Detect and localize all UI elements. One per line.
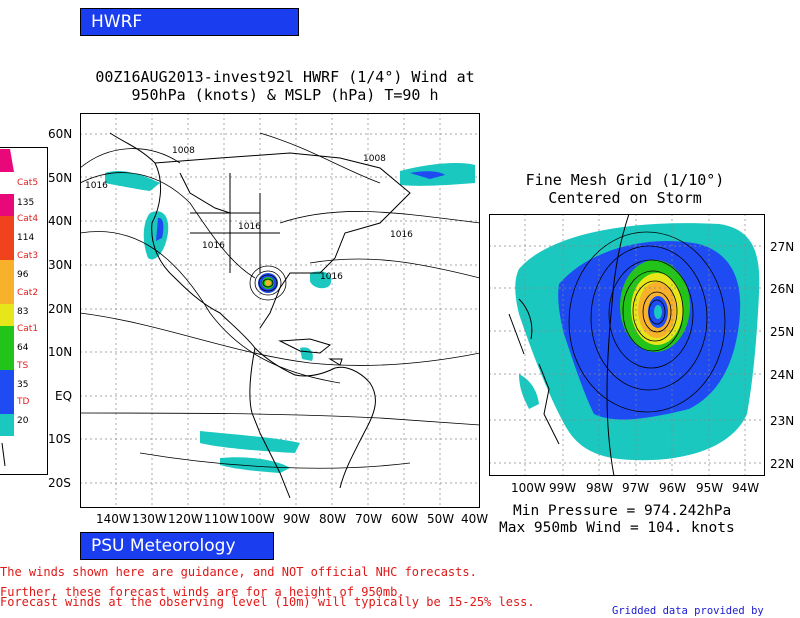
legend-cat1-threshold: 64 bbox=[17, 343, 29, 353]
map-title-line2: 950hPa (knots) & MSLP (hPa) T=90 h bbox=[131, 86, 439, 104]
isobar-labels: 1008 1008 1016 1016 1016 1016 1016 bbox=[85, 146, 413, 282]
inset-coastline bbox=[508, 214, 630, 476]
lat-label: 30N bbox=[48, 258, 73, 272]
lon-label: 70W bbox=[355, 512, 383, 526]
inset-lat-label: 26N bbox=[770, 282, 795, 296]
lon-label: 50W bbox=[427, 512, 455, 526]
legend-ts-threshold: 35 bbox=[17, 380, 29, 390]
isobar-label: 1016 bbox=[85, 181, 108, 191]
inset-lon-label: 97W bbox=[622, 481, 650, 495]
isobars bbox=[80, 132, 480, 469]
lon-label: 100W bbox=[240, 512, 275, 526]
wind-shading bbox=[105, 163, 475, 473]
legend-cat3-label: Cat3 bbox=[17, 251, 39, 261]
legend-cat2-threshold: 83 bbox=[17, 307, 29, 317]
isobar-label: 1016 bbox=[238, 222, 261, 232]
legend-td-threshold: 20 bbox=[17, 416, 29, 426]
lon-label: 60W bbox=[391, 512, 419, 526]
legend-cat1-label: Cat1 bbox=[17, 324, 39, 334]
inset-lat-label: 24N bbox=[770, 368, 795, 382]
inset-title-line2: Centered on Storm bbox=[548, 189, 702, 207]
inset-lat-label: 22N bbox=[770, 457, 795, 471]
legend-color-bar bbox=[0, 149, 14, 467]
inset-isobars bbox=[568, 231, 726, 413]
legend-td-label: TD bbox=[17, 397, 30, 407]
min-pressure-readout: Min Pressure = 974.242hPa bbox=[513, 503, 732, 519]
legend-cat4-threshold: 114 bbox=[17, 233, 35, 243]
coastlines bbox=[109, 132, 411, 499]
legend-cat5-threshold: 135 bbox=[17, 198, 35, 208]
lat-label: 40N bbox=[48, 214, 73, 228]
lat-label: 10N bbox=[48, 345, 73, 359]
lon-label: 110W bbox=[204, 512, 239, 526]
map-title-line1: 00Z16AUG2013-invest92l HWRF (1/4°) Wind … bbox=[95, 68, 475, 86]
lon-label: 80W bbox=[319, 512, 347, 526]
isobar-label: 1008 bbox=[172, 146, 195, 156]
lat-label: 10S bbox=[48, 432, 71, 446]
lon-label: 90W bbox=[283, 512, 311, 526]
inset-lat-label: 25N bbox=[770, 325, 795, 339]
inset-lon-label: 96W bbox=[659, 481, 687, 495]
lat-label: 60N bbox=[48, 127, 73, 141]
isobar-label: 1016 bbox=[390, 230, 413, 240]
disclaimer-line2: Further, these forecast winds are for a … bbox=[0, 585, 405, 599]
inset-lon-label: 99W bbox=[549, 481, 577, 495]
legend-ts-label: TS bbox=[17, 361, 29, 371]
map-title: 00Z16AUG2013-invest92l HWRF (1/4°) Wind … bbox=[40, 68, 530, 104]
main-map: 1008 1008 1016 1016 1016 1016 1016 bbox=[80, 113, 480, 508]
lon-label: 140W bbox=[96, 512, 131, 526]
lat-label: 20S bbox=[48, 476, 71, 490]
lon-label: 40W bbox=[461, 512, 489, 526]
inset-lon-label: 95W bbox=[696, 481, 724, 495]
inset-wind-shading bbox=[515, 223, 760, 461]
lat-label: 20N bbox=[48, 302, 73, 316]
lon-label: 130W bbox=[132, 512, 167, 526]
data-credit: Gridded data provided by NCEP. bbox=[612, 605, 764, 618]
lat-label: EQ bbox=[55, 389, 73, 403]
legend-cat2-label: Cat2 bbox=[17, 288, 39, 298]
intensity-legend: Cat5 135 Cat4 114 Cat3 96 Cat2 83 Cat1 6… bbox=[0, 147, 48, 475]
legend-cat4-label: Cat4 bbox=[17, 214, 39, 224]
inset-lon-label: 100W bbox=[511, 481, 546, 495]
legend-cat3-threshold: 96 bbox=[17, 270, 29, 280]
inset-title-line1: Fine Mesh Grid (1/10°) bbox=[525, 171, 725, 189]
disclaimer-line3: Forecast winds at the observing level (1… bbox=[0, 595, 535, 609]
inset-lat-label: 23N bbox=[770, 414, 795, 428]
inset-title: Fine Mesh Grid (1/10°) Centered on Storm bbox=[490, 171, 760, 207]
hwrf-badge: HWRF bbox=[80, 8, 299, 36]
psu-meteorology-badge: PSU Meteorology bbox=[80, 532, 274, 560]
isobar-label: 1008 bbox=[363, 154, 386, 164]
inset-map bbox=[489, 214, 765, 476]
lon-label: 120W bbox=[168, 512, 203, 526]
isobar-label: 1016 bbox=[320, 272, 343, 282]
max-wind-readout: Max 950mb Wind = 104. knots bbox=[499, 520, 735, 536]
inset-lon-label: 98W bbox=[586, 481, 614, 495]
legend-cat5-label: Cat5 bbox=[17, 178, 39, 188]
lat-label: 50N bbox=[48, 171, 73, 185]
inset-lon-label: 94W bbox=[732, 481, 760, 495]
disclaimer-line1: The winds shown here are guidance, and N… bbox=[0, 565, 477, 579]
inset-lat-label: 27N bbox=[770, 240, 795, 254]
isobar-label: 1016 bbox=[202, 241, 225, 251]
